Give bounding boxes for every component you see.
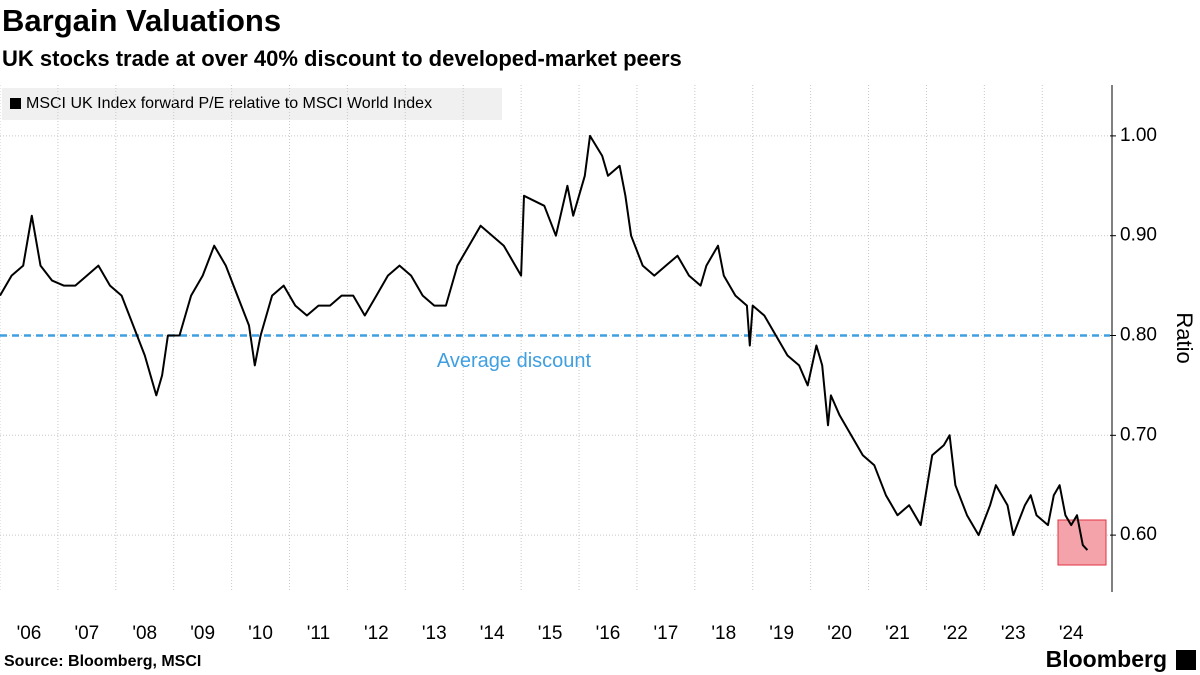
x-tick-label: '22 (943, 623, 968, 644)
y-axis-label: Ratio (1172, 312, 1197, 363)
y-tick-label: 0.80 (1120, 325, 1157, 346)
series-line (0, 134, 1089, 551)
x-tick-label: '10 (248, 623, 273, 644)
source: Source: Bloomberg, MSCI (4, 653, 201, 670)
annotation: Average discount (437, 350, 592, 372)
x-tick-label: '14 (480, 623, 505, 644)
chart-subtitle: UK stocks trade at over 40% discount to … (2, 46, 682, 71)
chart-title: Bargain Valuations (2, 3, 281, 38)
x-tick-label: '08 (132, 623, 157, 644)
x-tick-label: '18 (711, 623, 736, 644)
x-tick-label: '16 (596, 623, 621, 644)
x-tick-label: '07 (74, 623, 99, 644)
x-tick-label: '20 (827, 623, 852, 644)
x-tick-label: '17 (654, 623, 679, 644)
x-tick-label: '24 (1059, 623, 1084, 644)
legend-swatch (10, 98, 21, 109)
x-tick-label: '11 (307, 623, 330, 644)
x-tick-label: '12 (364, 623, 389, 644)
x-tick-label: '23 (1001, 623, 1026, 644)
y-tick-label: 0.60 (1120, 524, 1157, 545)
y-tick-label: 0.90 (1120, 225, 1157, 246)
x-tick-label: '21 (885, 623, 910, 644)
brand: Bloomberg (1046, 646, 1167, 672)
legend-box (2, 88, 502, 120)
y-tick-label: 0.70 (1120, 424, 1157, 445)
x-tick-label: '15 (538, 623, 563, 644)
brand-icon (1176, 650, 1196, 670)
legend-label: MSCI UK Index forward P/E relative to MS… (26, 95, 432, 112)
x-tick-label: '19 (769, 623, 794, 644)
x-tick-label: '06 (17, 623, 42, 644)
x-tick-label: '09 (190, 623, 215, 644)
y-tick-label: 1.00 (1120, 125, 1157, 146)
x-tick-label: '13 (422, 623, 447, 644)
